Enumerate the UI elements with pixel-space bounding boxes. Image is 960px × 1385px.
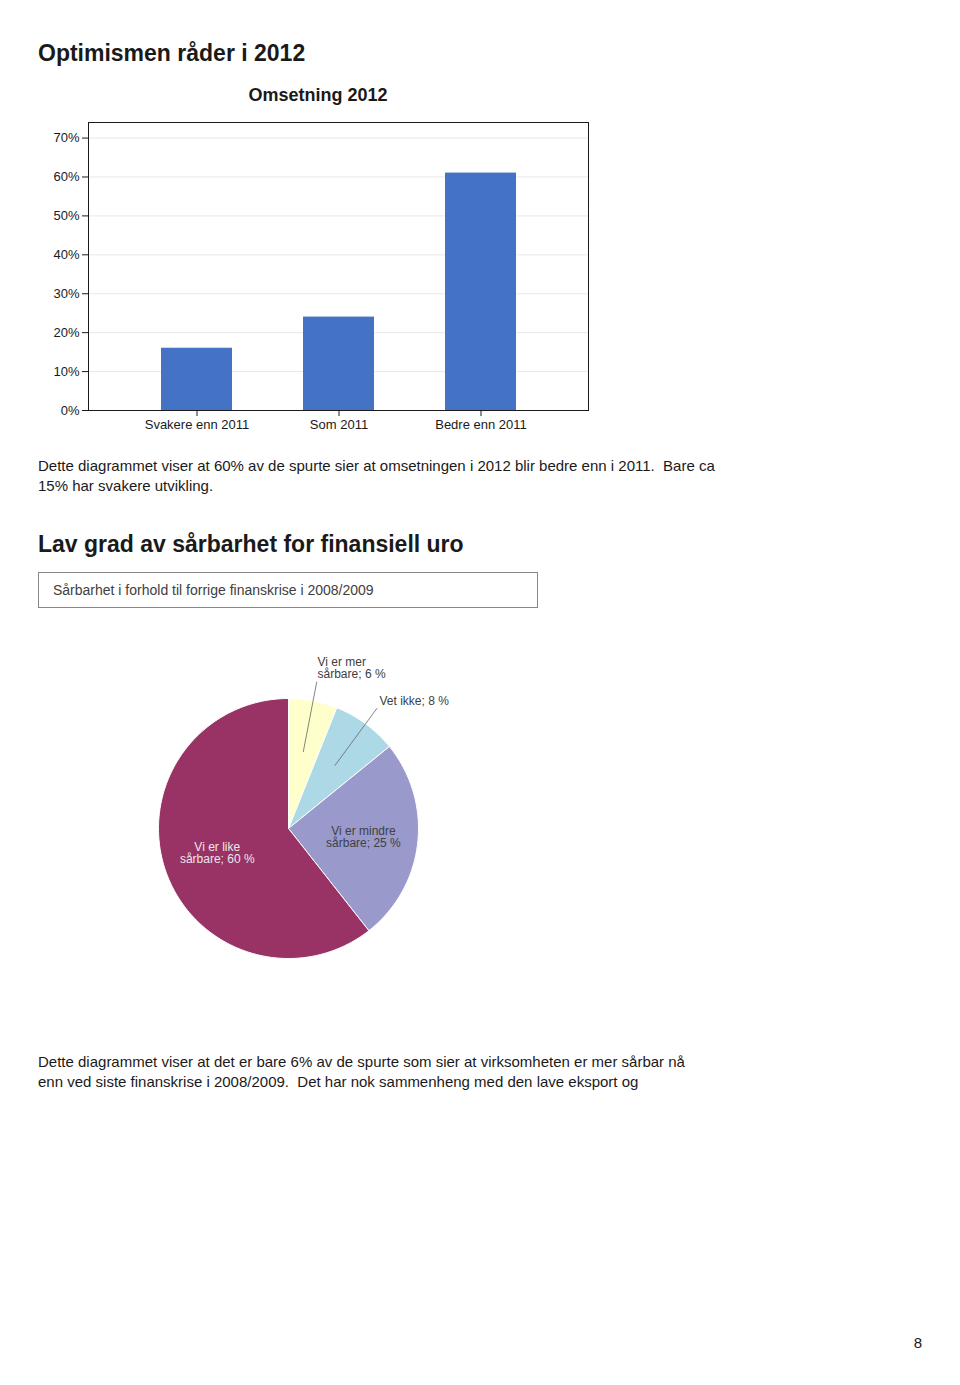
svg-text:60%: 60% <box>53 169 79 184</box>
html-text:Dette diagrammet viser at det: Dette diagrammet viser at det er bare 6%… <box>38 1052 685 1090</box>
svg-text:70%: 70% <box>53 130 79 145</box>
svg-text:50%: 50% <box>53 208 79 223</box>
html-text:8: 8 <box>913 1334 922 1351</box>
svg-text:0%: 0% <box>61 403 80 418</box>
svg-text:10%: 10% <box>53 364 79 379</box>
svg-text:Vi er mersårbare; 6 %: Vi er mersårbare; 6 % <box>318 654 386 680</box>
html-text:Lav grad av sårbarhet for fina: Lav grad av sårbarhet for finansiell uro <box>38 530 464 557</box>
html-text:Dette diagrammet viser at 60%: Dette diagrammet viser at 60% av de spur… <box>38 457 715 495</box>
html-text:Omsetning 2012: Omsetning 2012 <box>248 85 388 105</box>
svg-text:30%: 30% <box>53 286 79 301</box>
svg-text:20%: 20% <box>53 325 79 340</box>
html-text:Optimismen råder i 2012: Optimismen råder i 2012 <box>38 40 306 66</box>
html-text:Sårbarhet i forhold til forrig: Sårbarhet i forhold til forrige finanskr… <box>53 581 374 598</box>
svg-text:Bedre enn 2011: Bedre enn 2011 <box>435 417 527 432</box>
svg-text:Vet ikke; 8 %: Vet ikke; 8 % <box>379 693 449 707</box>
svg-text:Som 2011: Som 2011 <box>310 417 368 432</box>
svg-text:Vi er mindresårbare; 25 %: Vi er mindresårbare; 25 % <box>326 823 401 849</box>
svg-text:Svakere enn 2011: Svakere enn 2011 <box>145 417 250 432</box>
svg-text:40%: 40% <box>53 247 79 262</box>
svg-text:Vi er likesårbare; 60 %: Vi er likesårbare; 60 % <box>180 840 255 866</box>
